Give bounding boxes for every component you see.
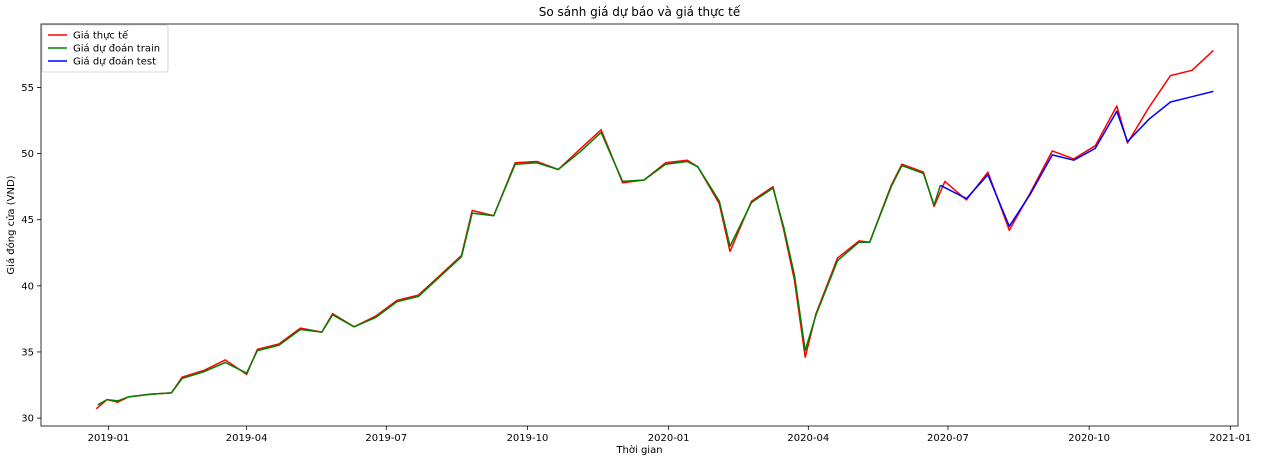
y-axis-ticks: 30 35 40 45 50 55 xyxy=(21,83,41,425)
y-tick-label: 50 xyxy=(21,149,34,160)
x-axis-label: Thời gian xyxy=(615,444,662,456)
x-tick-label: 2020-07 xyxy=(927,433,969,444)
series-line-train xyxy=(97,131,942,406)
y-tick-label: 45 xyxy=(21,215,34,226)
x-tick-label: 2019-04 xyxy=(226,433,268,444)
y-axis-label: Giá đóng cửa (VND) xyxy=(5,175,17,274)
x-tick-label: 2020-04 xyxy=(787,433,829,444)
x-tick-label: 2019-01 xyxy=(88,433,130,444)
legend-label-test: Giá dự đoán test xyxy=(73,56,156,68)
x-tick-label: 2019-10 xyxy=(507,433,549,444)
y-tick-label: 55 xyxy=(21,83,34,94)
legend-label-train: Giá dự đoán train xyxy=(73,43,160,55)
x-tick-label: 2020-10 xyxy=(1068,433,1110,444)
y-tick-label: 30 xyxy=(21,414,34,425)
series-layer xyxy=(95,49,1214,410)
plot-area xyxy=(40,23,1239,427)
x-tick-label: 2019-07 xyxy=(365,433,407,444)
legend: Giá thực tế Giá dự đoán train Giá dự đoá… xyxy=(41,24,169,73)
y-tick-label: 40 xyxy=(21,281,34,292)
series-line-test xyxy=(939,90,1214,228)
x-tick-label: 2021-01 xyxy=(1209,433,1251,444)
x-axis-ticks: 2019-01 2019-04 2019-07 2019-10 2020-01 2020-… xyxy=(88,426,1251,444)
legend-label-actual: Giá thực tế xyxy=(73,30,129,42)
x-tick-label: 2020-01 xyxy=(648,433,690,444)
series-line-actual xyxy=(95,49,1214,410)
legend-box xyxy=(41,24,169,73)
chart-title: So sánh giá dự báo và giá thực tế xyxy=(539,5,741,19)
y-tick-label: 35 xyxy=(21,347,34,358)
